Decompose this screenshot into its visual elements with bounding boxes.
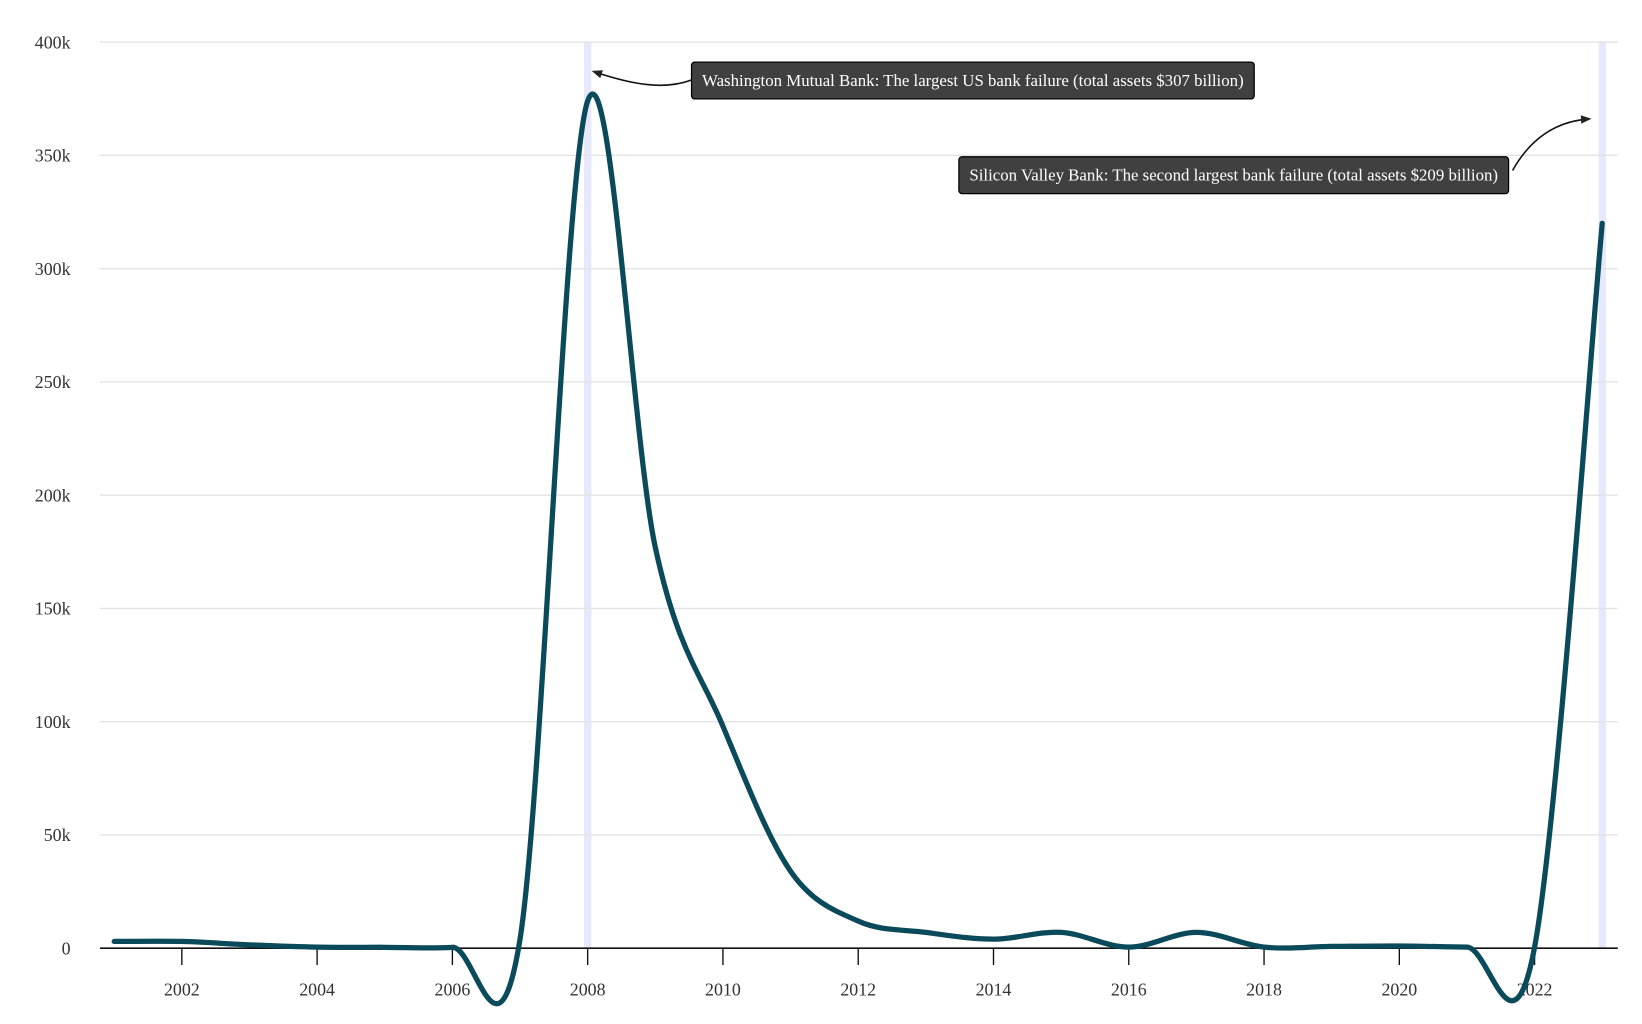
x-tick-label: 2002 xyxy=(164,979,200,999)
series-line xyxy=(111,91,1605,1007)
annotation-box xyxy=(958,156,1510,195)
lines xyxy=(111,91,1605,1007)
x-tick-label: 2012 xyxy=(840,979,876,999)
y-tick-label: 150k xyxy=(35,599,71,619)
grid xyxy=(99,41,1618,836)
annotation-text: Silicon Valley Bank: The second largest … xyxy=(969,166,1498,185)
y-tick-label: 350k xyxy=(35,146,71,166)
annotation-arrow xyxy=(1511,115,1592,171)
x-tick-label: 2010 xyxy=(705,979,741,999)
y-tick-label: 100k xyxy=(35,712,71,732)
y-tick-label: 50k xyxy=(44,825,71,845)
x-tick-label: 2018 xyxy=(1246,979,1282,999)
y-tick-label: 0 xyxy=(62,938,71,958)
annotations: Washington Mutual Bank: The largest US b… xyxy=(591,61,1592,195)
x-tick-label: 2016 xyxy=(1111,979,1147,999)
y-tick-label: 400k xyxy=(35,32,71,52)
annotation-box xyxy=(690,61,1255,100)
y-tick-label: 300k xyxy=(35,259,71,279)
x-tick-label: 2006 xyxy=(435,979,471,999)
x-tick-label: 2020 xyxy=(1381,979,1417,999)
y-tick-label: 200k xyxy=(35,485,71,505)
y-tick-label: 250k xyxy=(35,372,71,392)
x-tick-label: 2004 xyxy=(299,979,335,999)
x-tick-label: 2008 xyxy=(570,979,606,999)
x-tick-label: 2014 xyxy=(976,979,1012,999)
annotation-text: Washington Mutual Bank: The largest US b… xyxy=(702,71,1244,90)
annotation-arrow xyxy=(591,70,692,87)
